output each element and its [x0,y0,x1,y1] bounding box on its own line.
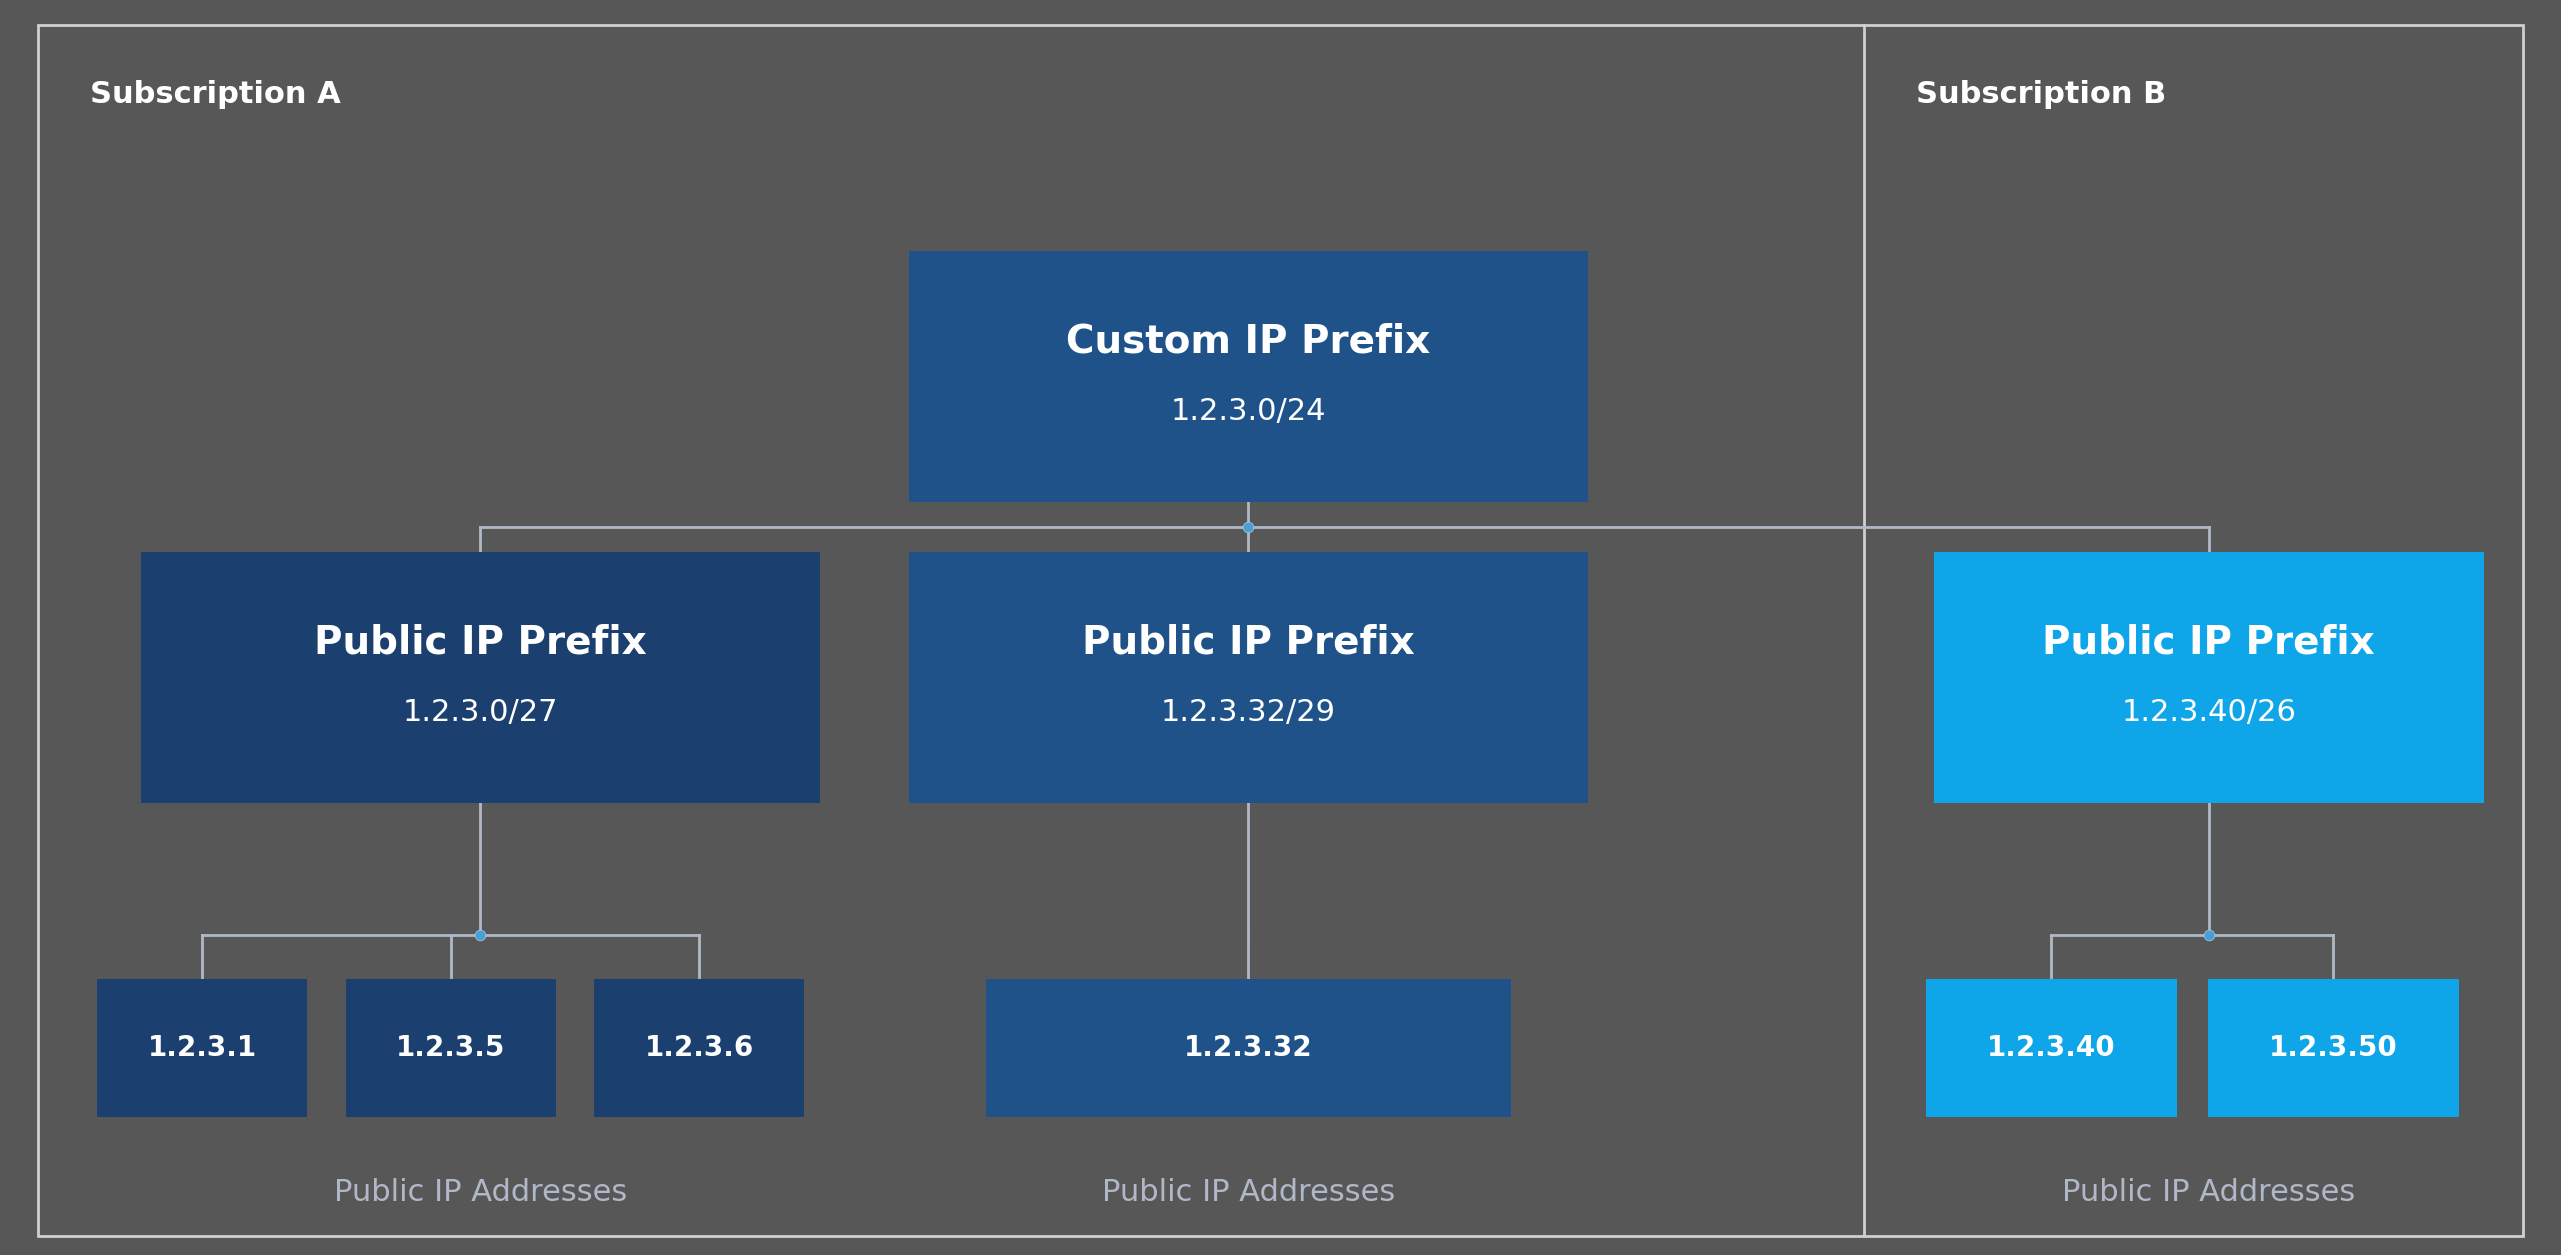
FancyBboxPatch shape [909,552,1588,803]
Text: Public IP Prefix: Public IP Prefix [2044,624,2374,661]
FancyBboxPatch shape [346,979,556,1117]
Text: 1.2.3.0/24: 1.2.3.0/24 [1170,397,1327,427]
FancyBboxPatch shape [97,979,307,1117]
Text: 1.2.3.32/29: 1.2.3.32/29 [1160,698,1337,728]
FancyBboxPatch shape [1926,979,2177,1117]
FancyBboxPatch shape [594,979,804,1117]
Text: Public IP Prefix: Public IP Prefix [315,624,645,661]
Text: Subscription A: Subscription A [90,79,341,109]
Text: Custom IP Prefix: Custom IP Prefix [1065,323,1432,360]
Point [2187,925,2228,945]
Point [1229,517,1270,537]
FancyBboxPatch shape [2208,979,2459,1117]
Text: Subscription B: Subscription B [1916,79,2167,109]
Text: 1.2.3.5: 1.2.3.5 [397,1034,505,1062]
Text: 1.2.3.0/27: 1.2.3.0/27 [402,698,558,728]
Text: 1.2.3.50: 1.2.3.50 [2269,1034,2397,1062]
FancyBboxPatch shape [1934,552,2484,803]
Text: 1.2.3.32: 1.2.3.32 [1183,1034,1314,1062]
Point [461,925,502,945]
Text: Public IP Addresses: Public IP Addresses [333,1177,627,1207]
Text: 1.2.3.40/26: 1.2.3.40/26 [2121,698,2297,728]
Text: Public IP Prefix: Public IP Prefix [1083,624,1414,661]
Text: 1.2.3.6: 1.2.3.6 [645,1034,753,1062]
FancyBboxPatch shape [909,251,1588,502]
Text: Public IP Addresses: Public IP Addresses [1101,1177,1396,1207]
Text: 1.2.3.40: 1.2.3.40 [1987,1034,2115,1062]
Text: 1.2.3.1: 1.2.3.1 [149,1034,256,1062]
Text: Public IP Addresses: Public IP Addresses [2062,1177,2356,1207]
FancyBboxPatch shape [141,552,820,803]
FancyBboxPatch shape [986,979,1511,1117]
